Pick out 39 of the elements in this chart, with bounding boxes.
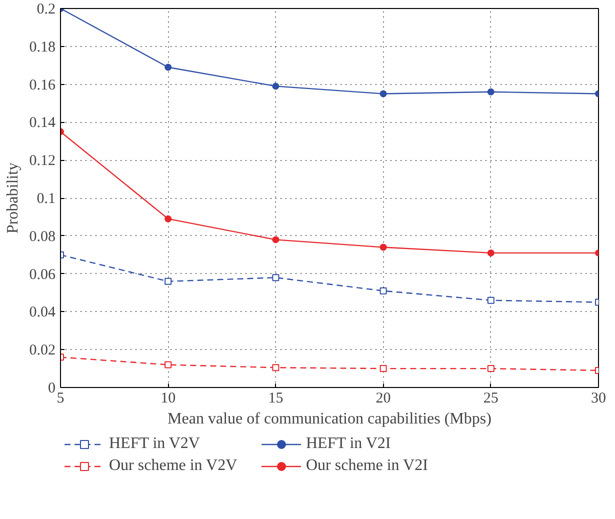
point	[164, 278, 172, 285]
y-tick-label: 0.08	[29, 228, 56, 245]
y-tick-label: 0.18	[29, 39, 56, 56]
y-tick-label: 0.2	[36, 2, 56, 18]
y-tick-label: 0.14	[29, 115, 56, 132]
x-tick-label: 5	[56, 390, 64, 406]
x-tick-label: 15	[268, 390, 284, 406]
y-tick-label: 0.12	[29, 153, 56, 170]
point	[272, 82, 280, 90]
x-tick-label: 20	[376, 390, 391, 406]
point	[164, 361, 172, 368]
y-tick-label: 0.02	[29, 342, 56, 359]
x-tick-label: 10	[160, 390, 176, 406]
point	[272, 364, 280, 372]
point	[272, 236, 280, 244]
y-tick-label: 0.16	[29, 77, 56, 94]
y-axis-title: Probability	[4, 162, 22, 234]
y-tick-label: 0.1	[36, 191, 56, 207]
point	[164, 215, 172, 222]
legend-label: HEFT in V2I	[306, 435, 392, 453]
x-tick-label: 25	[483, 390, 498, 406]
point	[380, 365, 387, 372]
point	[272, 274, 280, 282]
point	[164, 64, 172, 71]
x-tick-label: 30	[591, 390, 606, 406]
y-tick-label: 0.06	[29, 266, 56, 283]
point	[380, 244, 387, 251]
x-axis-title: Mean value of communication capabilities (Mbps)	[168, 410, 492, 428]
point	[487, 88, 494, 96]
legend-label: Our scheme in V2V	[109, 457, 238, 475]
point	[487, 365, 494, 372]
point	[380, 287, 387, 294]
point	[380, 90, 387, 98]
point	[487, 296, 494, 304]
legend-label: HEFT in V2V	[109, 435, 201, 453]
legend-label: Our scheme in V2I	[306, 457, 429, 475]
point	[487, 249, 494, 256]
y-tick-label: 0.04	[29, 304, 56, 321]
y-tick-label: 0	[48, 380, 56, 396]
